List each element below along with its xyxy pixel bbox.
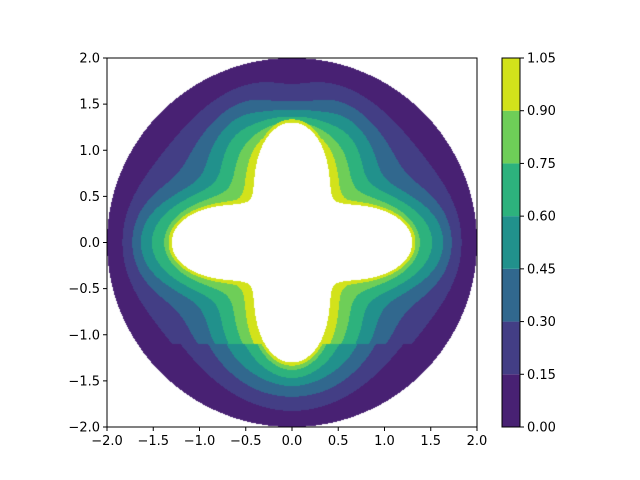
y-tick-label: 1.5 xyxy=(79,98,100,113)
colorbar-tick-label: 0.00 xyxy=(527,421,556,436)
y-axis: −2.0 −1.5 −1.0 −0.5 0.0 0.5 1.0 1.5 2.0 xyxy=(68,52,107,436)
x-tick-label: 0.0 xyxy=(282,434,303,449)
x-tick-label: −2.0 xyxy=(91,434,123,449)
y-tick-label: 1.0 xyxy=(79,144,100,159)
colorbar: 0.00 0.15 0.30 0.45 0.60 0.75 0.90 1.05 xyxy=(501,52,556,436)
x-tick-label: 1.5 xyxy=(420,434,441,449)
x-tick-label: 0.5 xyxy=(328,434,349,449)
x-tick-label: 1.0 xyxy=(374,434,395,449)
y-tick-label: 2.0 xyxy=(79,52,100,67)
y-tick-label: −1.5 xyxy=(68,374,100,389)
colorbar-tick-label: 0.90 xyxy=(527,104,556,119)
colorbar-tick-label: 0.60 xyxy=(527,210,556,225)
colorbar-segment xyxy=(502,163,520,217)
colorbar-segment xyxy=(502,374,520,427)
y-tick-label: −0.5 xyxy=(68,282,100,297)
y-tick-label: 0.0 xyxy=(79,236,100,251)
plot-area xyxy=(107,58,477,427)
contour-field xyxy=(107,58,477,427)
colorbar-segment xyxy=(502,216,520,269)
x-axis: −2.0 −1.5 −1.0 −0.5 0.0 0.5 1.0 1.5 2.0 xyxy=(91,427,487,449)
colorbar-segment xyxy=(502,321,520,375)
colorbar-tick-label: 1.05 xyxy=(527,52,556,67)
x-tick-label: 2.0 xyxy=(467,434,488,449)
y-tick-label: 0.5 xyxy=(79,190,100,205)
y-tick-label: −1.0 xyxy=(68,328,100,343)
colorbar-frame xyxy=(501,57,521,428)
colorbar-tick-label: 0.15 xyxy=(527,368,556,383)
x-tick-label: −1.5 xyxy=(137,434,169,449)
colorbar-segment xyxy=(502,268,520,322)
x-tick-label: −0.5 xyxy=(230,434,262,449)
y-tick-label: −2.0 xyxy=(68,421,100,436)
colorbar-segment xyxy=(502,110,520,164)
colorbar-tick-label: 0.45 xyxy=(527,262,556,277)
colorbar-tick-label: 0.75 xyxy=(527,157,556,172)
colorbar-segment xyxy=(502,58,520,111)
x-tick-label: −1.0 xyxy=(184,434,216,449)
colorbar-tick-label: 0.30 xyxy=(527,315,556,330)
